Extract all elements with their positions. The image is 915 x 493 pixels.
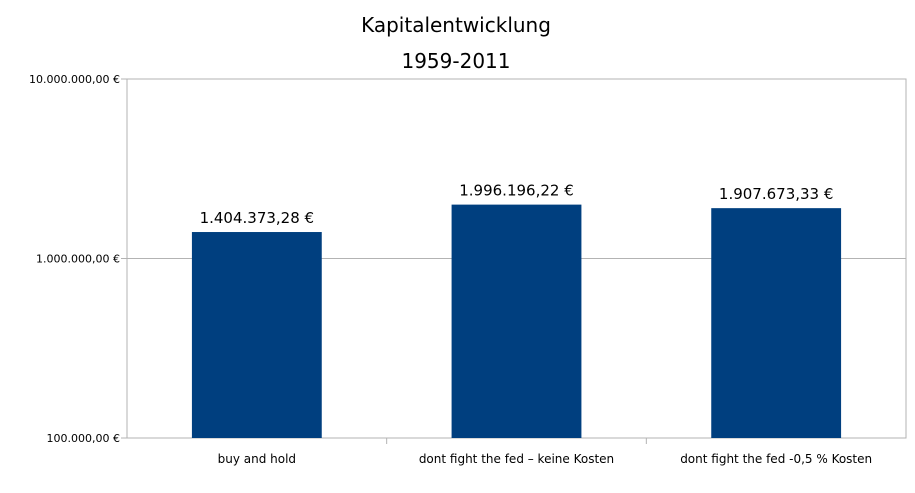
chart-subtitle: 1959-2011 <box>401 49 510 73</box>
y-tick-label: 100.000,00 € <box>47 432 120 445</box>
chart-title: Kapitalentwicklung <box>361 13 551 37</box>
bars <box>191 204 842 438</box>
data-label: 1.404.373,28 € <box>200 209 315 227</box>
bar <box>191 232 322 438</box>
bar <box>711 208 842 438</box>
y-tick-label: 10.000.000,00 € <box>29 73 120 86</box>
y-tick-label: 1.000.000,00 € <box>36 253 120 266</box>
x-tick-label: dont fight the fed -0,5 % Kosten <box>680 452 872 466</box>
bar <box>451 204 582 438</box>
data-label: 1.907.673,33 € <box>719 185 834 203</box>
x-tick-label: buy and hold <box>218 452 296 466</box>
x-tick-label: dont fight the fed – keine Kosten <box>419 452 614 466</box>
data-label: 1.996.196,22 € <box>459 182 574 200</box>
labels: 100.000,00 € 1.000.000,00 € 10.000.000,00 … <box>29 73 872 466</box>
